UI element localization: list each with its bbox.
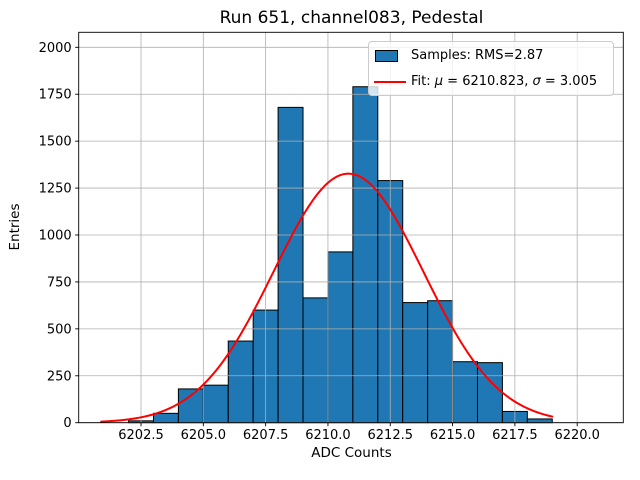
plot-frame [78,31,624,424]
x-tick-label: 6202.5 [118,428,164,443]
samples-legend-label: Samples: RMS=2.87 [411,48,544,63]
histogram-bar [452,361,478,424]
legend-row-fit: Fit: μ = 6210.823, σ = 3.005 [369,74,605,89]
y-tick-label: 500 [47,322,72,337]
y-tick-label: 1250 [39,182,72,197]
histogram-bar [526,418,553,424]
x-tick-label: 6207.5 [243,428,289,443]
y-axis-label: Entries [7,203,23,251]
x-tick-label: 6205.0 [181,428,227,443]
fit-curve [100,172,554,423]
y-tick-label: 0 [63,416,71,431]
y-tick-label: 1500 [39,135,72,150]
x-tick-label: 6217.5 [492,428,538,443]
y-tick-label: 250 [47,369,72,384]
fit-legend-label: Fit: μ = 6210.823, σ = 3.005 [411,74,598,89]
x-tick-label: 6220.0 [554,428,600,443]
x-axis-label: ADC Counts [311,445,392,461]
histogram-bar [177,388,204,424]
histogram-bar [327,251,354,424]
x-tick-label: 6212.5 [368,428,414,443]
legend-row-samples: Samples: RMS=2.87 [369,48,605,63]
x-tick-label: 6210.0 [305,428,351,443]
histogram-bar [402,302,429,424]
legend: Samples: RMS=2.87 Fit: μ = 6210.823, σ =… [368,41,614,96]
histogram-bar [227,340,254,424]
histogram-bar [352,86,379,424]
fit-swatch-icon [374,80,406,83]
x-tick-label: 6215.0 [430,428,476,443]
y-tick-label: 750 [47,275,72,290]
histogram-bar [427,300,454,424]
y-tick-label: 2000 [39,41,72,56]
y-tick-label: 1750 [39,88,72,103]
histogram-bar [202,384,229,424]
chart-title: Run 651, channel083, Pedestal [219,8,484,28]
histogram-bar [302,297,329,424]
y-tick-label: 1000 [39,229,72,244]
histogram-bar [152,412,179,424]
samples-swatch-icon [375,49,398,62]
